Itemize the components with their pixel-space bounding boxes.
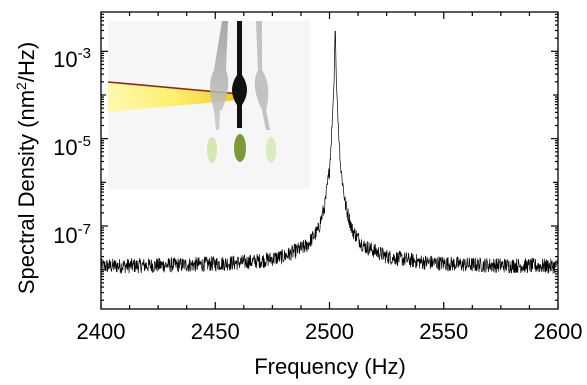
laser-beam — [108, 82, 238, 112]
x-tick-label: 2550 — [419, 319, 468, 344]
x-tick-label: 2400 — [77, 319, 126, 344]
y-tick-label-1e-5: 10-5 — [53, 133, 91, 160]
x-tick-labels: 2400 2450 2500 2550 2600 — [77, 319, 583, 344]
cantilever-left-ghost — [207, 21, 229, 163]
axis-ticks — [100, 12, 559, 309]
x-tick-label: 2450 — [191, 319, 240, 344]
y-tick-label-1e-7: 10-7 — [53, 221, 91, 248]
spectrum-series — [100, 30, 559, 274]
x-tick-label: 2500 — [305, 319, 354, 344]
y-tick-labels: 10-3 10-5 10-7 — [53, 45, 91, 248]
y-axis-title: Spectral Density (nm2/Hz) — [13, 42, 39, 294]
cantilever-center — [232, 21, 247, 162]
spectrum-trace — [100, 30, 559, 274]
inset-illustration — [107, 21, 310, 189]
x-axis-title: Frequency (Hz) — [254, 354, 406, 379]
x-tick-label: 2600 — [534, 319, 583, 344]
cantilever-right-ghost — [254, 21, 276, 163]
y-tick-label-1e-3: 10-3 — [53, 45, 91, 72]
